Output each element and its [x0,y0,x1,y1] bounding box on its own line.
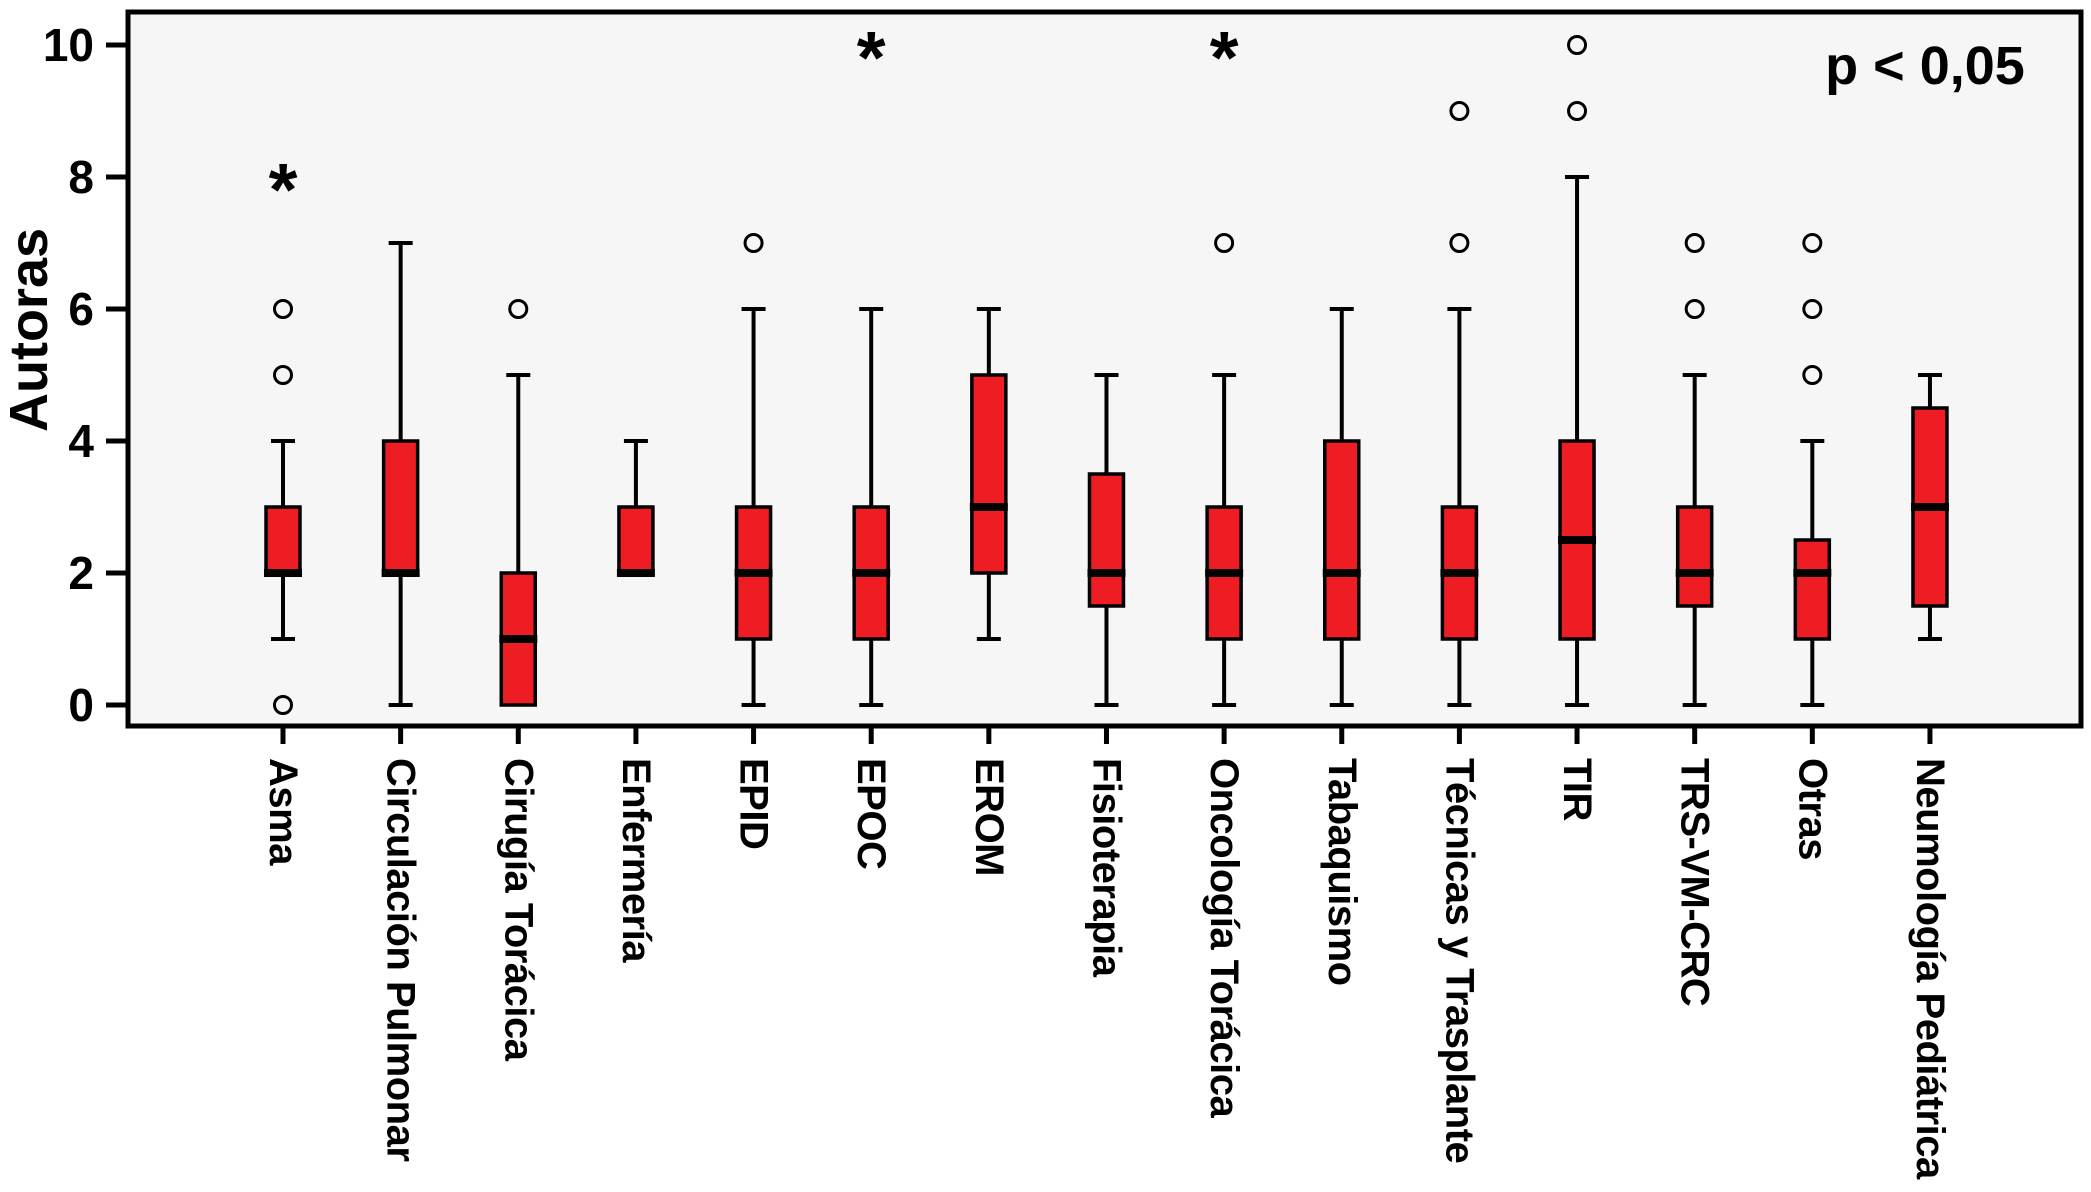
outlier-marker [273,695,293,715]
x-tick-label-oncologia-toracica: Oncología Torácica [1202,758,1246,1118]
box-group-trs-vm-crc [1675,233,1714,707]
box-group-tecnicas-y-trasplante [1440,101,1479,707]
iqr-box [1323,439,1361,641]
x-tick-label-tabaquismo: Tabaquismo [1320,758,1364,986]
outlier-marker [1449,233,1470,253]
box-group-oncologia-toracica: * [1205,16,1244,707]
outlier-marker [273,299,293,319]
box-group-tabaquismo [1322,307,1361,707]
outlier-marker [1567,101,1588,121]
x-tick-label-fisioterapia: Fisioterapia [1084,758,1128,978]
x-tick-label-neumologia-pediatrica: Neumología Pediátrica [1908,758,1952,1180]
iqr-box [970,373,1008,575]
iqr-box [617,505,655,575]
x-tick-label-enfermeria: Enfermería [614,758,658,963]
outlier-marker [1449,101,1470,121]
extreme-marker: * [1210,16,1239,99]
iqr-box [264,505,302,575]
box-group-enfermeria [616,439,655,577]
outlier-marker [1684,233,1705,253]
plot-layer: * * * [128,12,2081,726]
axes-layer: Asma Circulación Pulmonar Cirugía Torácica… [43,9,2084,1180]
outlier-marker [1684,299,1705,319]
outlier-marker [508,299,529,319]
iqr-box [1793,538,1832,641]
iqr-box [1675,505,1714,608]
y-tick-label: 0 [68,679,94,731]
box-group-fisioterapia [1087,373,1126,707]
x-tick-label-trs-vm-crc: TRS-VM-CRC [1673,758,1717,1006]
box-group-otras [1793,233,1832,707]
x-tick-label-erom: EROM [967,758,1011,876]
outlier-marker [1802,233,1823,253]
x-tick-label-circulacion-pulmonar: Circulación Pulmonar [379,758,423,1161]
outlier-marker [1802,365,1823,385]
box-group-epid [734,233,773,707]
y-tick-label: 6 [68,283,94,335]
x-tick-label-asma: Asma [261,758,305,866]
x-tick-label-tecnicas-y-trasplante: Técnicas y Trasplante [1437,758,1481,1163]
x-tick-label-otras: Otras [1790,758,1834,860]
box-group-circulacion-pulmonar [381,241,420,707]
p-value-annotation: p < 0,05 [1825,36,2025,96]
box-group-epoc: * [852,16,891,707]
box-group-erom [969,307,1008,641]
iqr-box [381,439,420,575]
x-tick-label-tir: TIR [1555,758,1599,822]
y-tick-label: 4 [68,415,94,467]
extreme-marker: * [857,16,886,99]
extreme-marker: * [269,148,298,231]
x-tick-label-cirugia-toracica: Cirugía Torácica [496,758,540,1062]
y-axis-title: Autoras [0,228,59,432]
x-tick-label-epid: EPID [732,758,776,849]
iqr-box [1087,472,1126,608]
box-group-neumologia-pediatrica [1910,373,1949,641]
y-tick-label: 2 [68,547,94,599]
box-group-tir [1558,35,1597,707]
box-group-asma: * [264,148,302,715]
y-tick-label: 10 [43,19,94,71]
box-group-cirugia-toracica [499,299,538,707]
x-tick-label-epoc: EPOC [849,758,893,869]
outlier-marker [1802,299,1823,319]
outlier-marker [1214,233,1235,253]
outlier-marker [273,365,293,385]
outlier-marker [743,233,764,253]
outlier-marker [1567,35,1588,55]
plot-frame [125,9,2084,729]
y-tick-label: 8 [68,151,94,203]
